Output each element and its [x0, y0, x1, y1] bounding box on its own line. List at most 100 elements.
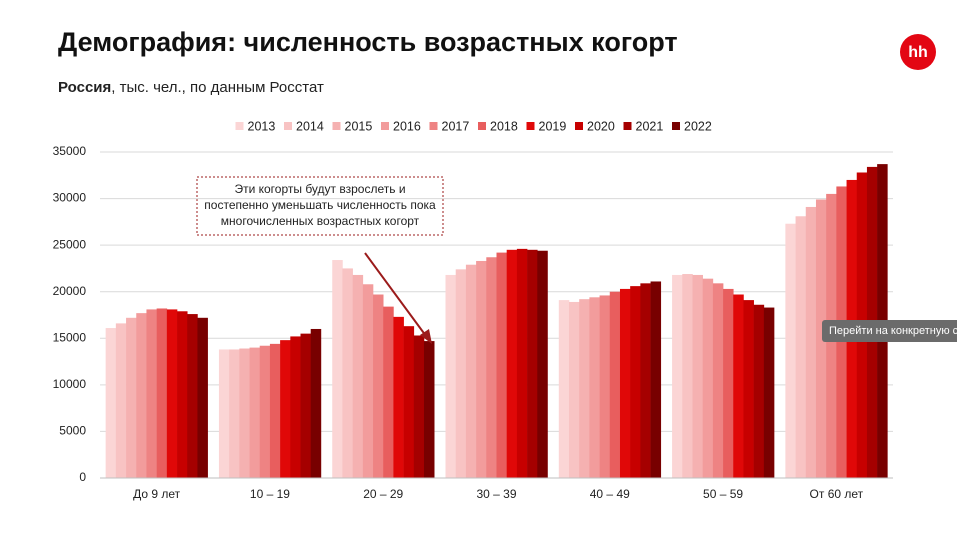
bar: [105, 328, 117, 478]
bar: [187, 314, 198, 478]
legend-swatch: [623, 122, 632, 130]
bar: [630, 286, 641, 478]
x-tick-label: От 60 лет: [810, 487, 864, 501]
tooltip-box: [822, 320, 957, 342]
x-tick-label: 20 – 29: [363, 487, 403, 501]
x-tick-label: 30 – 39: [476, 487, 516, 501]
bar: [239, 348, 250, 478]
bar: [569, 301, 580, 478]
legend-swatch: [672, 122, 680, 130]
legend-swatch: [429, 122, 438, 130]
legend-label: 2016: [393, 119, 421, 133]
arrow-line: [364, 252, 427, 337]
annotation-line: постепенно уменьшать численность пока: [204, 198, 436, 212]
bar: [682, 274, 693, 478]
bar: [527, 249, 538, 478]
legend-swatch: [284, 122, 292, 130]
bar: [269, 343, 281, 478]
bar: [763, 307, 775, 478]
bar: [393, 316, 404, 478]
bar: [589, 297, 600, 478]
bar: [177, 311, 188, 478]
bar: [290, 336, 301, 478]
legend-swatch: [332, 122, 341, 130]
bar: [692, 274, 703, 478]
legend-swatch: [381, 122, 389, 130]
legend-label: 2013: [248, 119, 276, 133]
bar: [743, 300, 754, 478]
bar: [146, 309, 157, 478]
bar: [413, 335, 425, 478]
chart-title: Демография: численность возрастных когор…: [58, 27, 678, 57]
annotation-box: [196, 176, 444, 236]
bar: [115, 323, 127, 478]
legend-label: 2014: [296, 119, 324, 133]
subtitle-bold: Россия: [58, 79, 111, 96]
subtitle-text: , тыс. чел., по данным Росстат: [111, 79, 324, 96]
bar: [197, 317, 208, 478]
x-tick-label: 10 – 19: [250, 487, 290, 501]
y-tick-label: 5000: [59, 424, 86, 438]
y-tick-label: 30000: [53, 191, 87, 205]
bar: [249, 347, 261, 478]
x-tick-label: 50 – 59: [703, 487, 743, 501]
bar: [310, 328, 322, 478]
y-tick-label: 25000: [53, 237, 87, 251]
bar: [445, 274, 457, 478]
bar: [332, 260, 343, 478]
y-tick-label: 35000: [53, 144, 87, 158]
legend-label: 2020: [587, 119, 615, 133]
bar: [218, 349, 230, 478]
bar: [383, 306, 394, 478]
bar: [650, 281, 662, 478]
bar: [672, 274, 683, 478]
legend-label: 2015: [345, 119, 373, 133]
bar: [476, 260, 487, 478]
bar: [712, 283, 724, 478]
legend-label: 2017: [442, 119, 470, 133]
bar: [166, 309, 178, 478]
y-tick-label: 0: [79, 470, 86, 484]
legend-swatch: [235, 122, 244, 130]
bar: [805, 206, 817, 478]
bar: [753, 304, 765, 478]
legend-swatch: [575, 122, 583, 130]
legend-swatch: [526, 122, 535, 130]
bar: [619, 288, 631, 478]
logo-circle: [900, 34, 936, 70]
bar: [280, 340, 291, 478]
bar: [723, 288, 734, 478]
bar: [537, 250, 548, 478]
bar: [455, 269, 467, 478]
bar: [486, 257, 497, 478]
bar: [259, 345, 271, 478]
y-tick-label: 15000: [53, 330, 87, 344]
bar: [815, 199, 827, 478]
legend-label: 2019: [539, 119, 567, 133]
legend-label: 2021: [636, 119, 664, 133]
tooltip-text: Перейти на конкретную ст: [829, 325, 957, 337]
bar: [423, 341, 435, 478]
bar: [342, 268, 353, 478]
bar: [496, 252, 507, 478]
bar: [136, 313, 147, 478]
bar: [795, 216, 807, 479]
bar: [609, 291, 621, 478]
legend-label: 2018: [490, 119, 518, 133]
bar: [702, 278, 714, 478]
bar: [599, 295, 611, 478]
bar: [362, 284, 374, 478]
arrow-head: [420, 329, 432, 344]
bar: [403, 326, 415, 478]
y-tick-label: 10000: [53, 377, 87, 391]
bar: [579, 299, 590, 478]
legend-label: 2022: [684, 119, 712, 133]
bar: [126, 317, 137, 478]
subtitle: Россия, тыс. чел., по данным Росстат: [58, 79, 324, 96]
bar: [156, 308, 168, 478]
bar: [785, 223, 796, 478]
bar: [465, 264, 477, 478]
tooltip: Перейти на конкретную ст: [822, 320, 957, 342]
x-tick-label: 40 – 49: [590, 487, 630, 501]
